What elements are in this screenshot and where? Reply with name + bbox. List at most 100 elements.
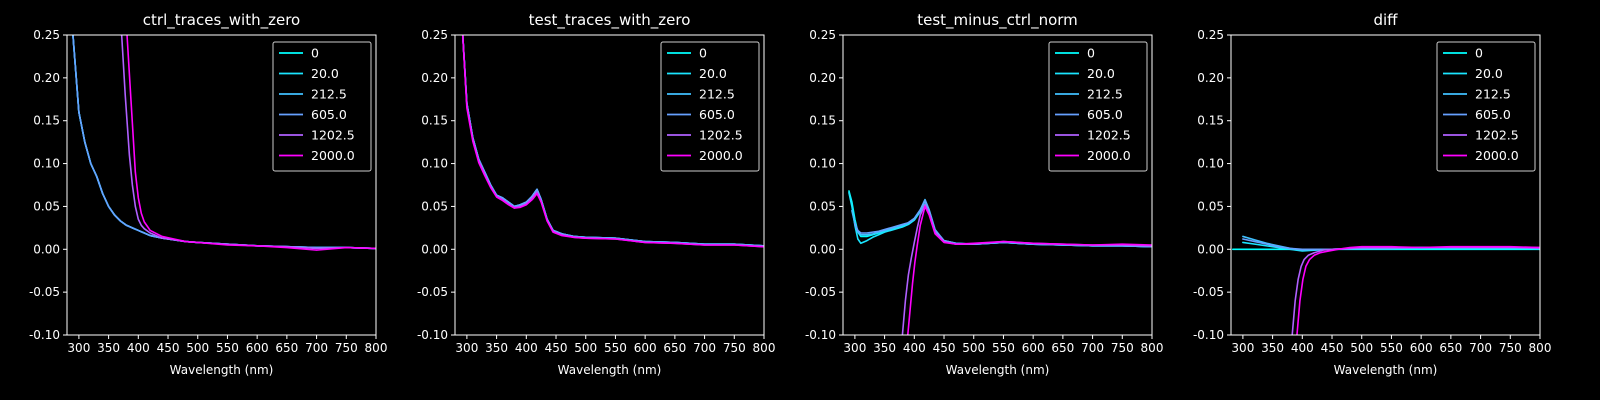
legend-label: 1202.5	[1475, 128, 1519, 143]
legend-label: 212.5	[1087, 87, 1123, 102]
series-line-2000.0	[906, 205, 1152, 335]
x-axis-label: Wavelength (nm)	[1334, 363, 1438, 377]
x-tick-label: 550	[1380, 341, 1403, 355]
legend-label: 1202.5	[311, 128, 355, 143]
x-tick-label: 500	[962, 341, 985, 355]
legend-label: 212.5	[311, 87, 347, 102]
y-tick-label: -0.10	[29, 328, 60, 342]
series-line-20.0	[848, 191, 1152, 248]
legend-label: 1202.5	[1087, 128, 1131, 143]
y-tick-label: 0.10	[33, 157, 60, 171]
y-tick-label: 0.25	[809, 28, 836, 42]
y-tick-label: -0.10	[417, 328, 448, 342]
legend-label: 2000.0	[1475, 148, 1519, 163]
y-tick-label: 0.10	[421, 157, 448, 171]
chart-title: test_minus_ctrl_norm	[917, 11, 1078, 30]
plot-frame	[842, 34, 1153, 336]
x-tick-label: 600	[1410, 341, 1433, 355]
x-tick-label: 650	[1439, 341, 1462, 355]
y-tick-label: 0.15	[33, 114, 60, 128]
x-tick-label: 450	[545, 341, 568, 355]
x-tick-label: 500	[574, 341, 597, 355]
legend-label: 212.5	[699, 87, 735, 102]
y-tick-label: 0.15	[421, 114, 448, 128]
legend-label: 605.0	[699, 107, 735, 122]
x-tick-label: 550	[604, 341, 627, 355]
legend-label: 20.0	[1475, 66, 1503, 81]
y-tick-label: 0.10	[1197, 157, 1224, 171]
y-tick-label: 0.20	[421, 71, 448, 85]
x-tick-label: 500	[1350, 341, 1373, 355]
y-tick-label: 0.05	[1197, 199, 1224, 213]
legend-label: 20.0	[1087, 66, 1115, 81]
y-tick-label: 0.25	[421, 28, 448, 42]
series-group	[461, 35, 764, 248]
x-tick-label: 400	[515, 341, 538, 355]
x-axis-label: Wavelength (nm)	[558, 363, 662, 377]
series-line-1202.5	[1291, 246, 1540, 335]
x-tick-label: 650	[275, 341, 298, 355]
legend-label: 2000.0	[311, 148, 355, 163]
y-tick-label: 0.20	[1197, 71, 1224, 85]
legend-label: 2000.0	[1087, 148, 1131, 163]
legend: 0 20.0 212.5 605.0 1202.5 2000.0	[1436, 41, 1536, 172]
chart-panel-3: test_minus_ctrl_norm 300 350 400 450 500 550 60…	[805, 11, 1164, 377]
chart-title: diff	[1373, 11, 1398, 29]
legend-label: 605.0	[1087, 107, 1123, 122]
y-tick-label: 0.00	[33, 242, 60, 256]
x-tick-label: 600	[634, 341, 657, 355]
series-line-2000.0	[461, 35, 764, 248]
x-tick-label: 700	[305, 341, 328, 355]
y-tick-label: 0.15	[1197, 114, 1224, 128]
x-tick-label: 700	[1081, 341, 1104, 355]
legend-label: 1202.5	[699, 128, 743, 143]
x-tick-label: 350	[873, 341, 896, 355]
series-line-2000.0	[1296, 245, 1540, 335]
x-tick-label: 700	[1469, 341, 1492, 355]
legend-label: 0	[311, 46, 319, 61]
y-tick-label: 0.05	[421, 199, 448, 213]
x-tick-label: 300	[455, 341, 478, 355]
y-tick-label: -0.05	[1193, 285, 1224, 299]
y-tick-label: 0.10	[809, 157, 836, 171]
series-line-1202.5	[120, 35, 376, 250]
series-line-1202.5	[901, 203, 1152, 335]
legend-label: 605.0	[311, 107, 347, 122]
chart-panel-2: test_traces_with_zero 300 350 400 450 500 550 6…	[417, 11, 776, 377]
y-tick-label: 0.20	[809, 71, 836, 85]
x-tick-label: 550	[992, 341, 1015, 355]
legend-label: 212.5	[1475, 87, 1511, 102]
y-tick-label: 0.15	[809, 114, 836, 128]
legend: 0 20.0 212.5 605.0 1202.5 2000.0	[272, 41, 372, 172]
legend: 0 20.0 212.5 605.0 1202.5 2000.0	[660, 41, 760, 172]
x-tick-label: 600	[246, 341, 269, 355]
x-tick-label: 300	[843, 341, 866, 355]
legend-label: 20.0	[311, 66, 339, 81]
x-tick-label: 650	[1051, 341, 1074, 355]
y-tick-label: 0.20	[33, 71, 60, 85]
plot-frame	[454, 34, 765, 336]
x-tick-label: 750	[1111, 341, 1134, 355]
x-tick-label: 750	[335, 341, 358, 355]
y-tick-label: 0.00	[421, 242, 448, 256]
x-tick-label: 300	[1231, 341, 1254, 355]
y-tick-label: -0.10	[1193, 328, 1224, 342]
x-tick-label: 400	[127, 341, 150, 355]
y-tick-label: 0.05	[809, 199, 836, 213]
y-tick-label: -0.05	[29, 285, 60, 299]
series-group	[848, 190, 1152, 335]
x-tick-label: 350	[485, 341, 508, 355]
plot-frame	[1230, 34, 1541, 336]
x-tick-label: 800	[365, 341, 388, 355]
series-line-212.5	[851, 198, 1152, 248]
chart-title: test_traces_with_zero	[529, 11, 691, 30]
legend-label: 2000.0	[699, 148, 743, 163]
chart-panel-1: ctrl_traces_with_zero 300 350 400 450 500 550 6…	[29, 11, 388, 377]
series-line-0	[848, 190, 1152, 248]
y-tick-label: 0.25	[1197, 28, 1224, 42]
x-tick-label: 550	[216, 341, 239, 355]
x-tick-label: 600	[1022, 341, 1045, 355]
y-tick-label: 0.00	[1197, 242, 1224, 256]
chart-panel-4: diff 300 350 400 450 500 550 600 650 700 750 800 -0.…	[1193, 11, 1552, 377]
